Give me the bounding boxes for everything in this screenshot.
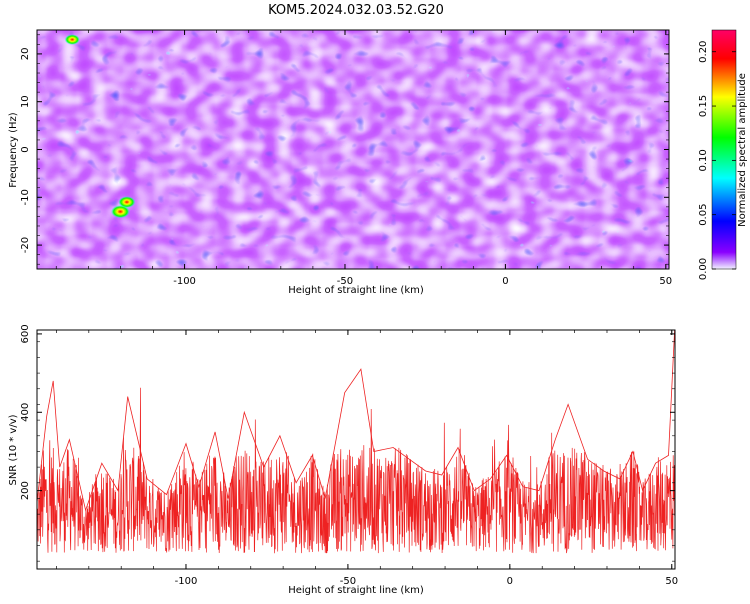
snr-xtick-label: 50 [665, 576, 678, 587]
heatmap-hotspot [64, 34, 80, 45]
heatmap-field [37, 30, 669, 269]
heatmap-hotspot [118, 196, 136, 209]
colorbar-tick-label: 0.05 [698, 204, 709, 226]
heatmap-xtick-label: 50 [659, 276, 672, 287]
snr-xtick-label: -50 [340, 576, 356, 587]
snr-ytick-label: 400 [20, 403, 31, 422]
snr-ticks: -100 -50 0 50 200 400 600 [20, 324, 678, 587]
heatmap-ylabel: Frequency (Hz) [8, 112, 19, 188]
colorbar: 0.00 0.05 0.10 0.15 0.20 Normalized spectral… [698, 29, 748, 280]
colorbar-ticks: 0.00 0.05 0.10 0.15 0.20 [698, 41, 736, 280]
snr-xtick-label: 0 [507, 576, 513, 587]
heatmap-ytick-label: -20 [20, 237, 31, 253]
heatmap-hotspot [110, 205, 131, 219]
heatmap-hotspots [64, 34, 136, 219]
colorbar-frame [711, 29, 737, 270]
heatmap-xtick-label: -50 [337, 276, 353, 287]
snr-ytick-label: 200 [20, 481, 31, 500]
figure-title: KOM5.2024.032.03.52.G20 [268, 3, 444, 18]
heatmap-ytick-label: 0 [20, 146, 31, 152]
colorbar-tick-label: 0.15 [698, 95, 709, 117]
snr-series-line [37, 330, 675, 512]
colorbar-label: Normalized spectral amplitude [737, 73, 748, 227]
heatmap-xtick-label: 0 [502, 276, 508, 287]
heatmap-ytick-label: -10 [20, 189, 31, 205]
heatmap-xlabel: Height of straight line (km) [288, 285, 424, 296]
colorbar-gradient [712, 30, 736, 269]
snr-xtick-label: -100 [175, 576, 198, 587]
snr-xlabel: Height of straight line (km) [288, 585, 424, 596]
heatmap-ytick-label: 10 [20, 95, 31, 108]
heatmap-ytick-label: 20 [20, 48, 31, 61]
snr-ylabel: SNR (10 * v/v) [8, 414, 19, 485]
snr-frame [36, 329, 676, 570]
colorbar-tick-label: 0.10 [698, 149, 709, 171]
colorbar-tick-label: 0.00 [698, 258, 709, 280]
heatmap-xtick-label: -100 [173, 276, 196, 287]
colorbar-tick-label: 0.20 [698, 41, 709, 63]
snr-ytick-label: 600 [20, 324, 31, 343]
snr-panel: -100 -50 0 50 200 400 600 Height of straight l… [8, 324, 678, 596]
